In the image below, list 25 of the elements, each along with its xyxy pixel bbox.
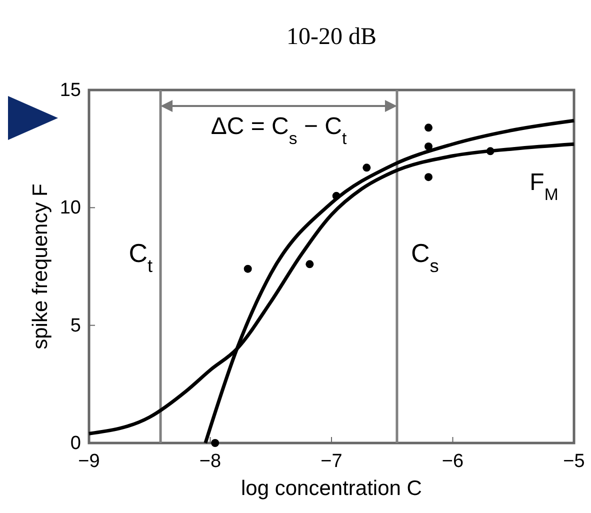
point (424, 124, 432, 132)
point (211, 439, 220, 447)
ref-line-label: C$_{t}$ (128, 238, 153, 276)
point (486, 147, 494, 156)
y-axis-title: spike frequency F (29, 184, 52, 350)
x-tick-label: −7 (320, 451, 342, 472)
x-tick-label: −6 (442, 451, 464, 472)
y-tick-label: 10 (60, 198, 81, 219)
point (332, 192, 340, 200)
x-tick-label: −5 (563, 451, 585, 472)
x-tick-label: −8 (199, 451, 222, 472)
annotation: ΔC = C$_{s}$ − C$_{t}$ (210, 113, 347, 148)
y-tick-label: 15 (60, 80, 81, 101)
ref-line-label: C$_{s}$ (410, 238, 439, 276)
y-tick-label: 0 (70, 433, 81, 454)
point (424, 142, 432, 150)
point (244, 264, 252, 273)
x-axis-title: log concentration C (241, 477, 422, 500)
point (362, 164, 371, 172)
annotation: F$_{M}$ (530, 169, 558, 204)
point (424, 173, 432, 182)
point (306, 260, 314, 268)
x-tick-label: −9 (78, 451, 100, 472)
y-tick-label: 5 (70, 315, 81, 336)
chart-title: 10-20 dB (286, 24, 376, 50)
